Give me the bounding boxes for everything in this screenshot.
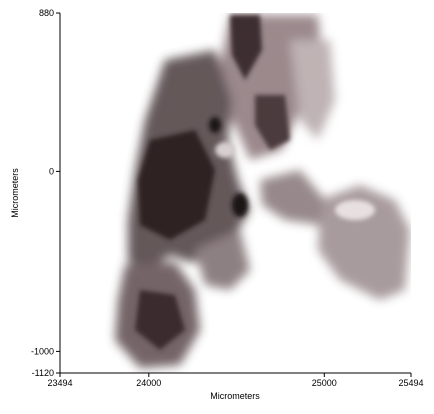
y-tick-label: 0 xyxy=(49,166,54,176)
x-tick-label: 25494 xyxy=(398,378,423,388)
x-tick-label: 25000 xyxy=(312,378,337,388)
x-axis-label: Micrometers xyxy=(210,391,260,401)
chart: Micrometers Micrometers 23494 24000 25000 2… xyxy=(0,0,434,409)
y-tick-label: -1000 xyxy=(31,346,54,356)
y-tick-label: -1120 xyxy=(32,368,54,378)
x-tick-label: 24000 xyxy=(136,378,161,388)
y-tick-label: 880 xyxy=(39,8,54,18)
x-tick-label: 23494 xyxy=(47,378,72,388)
y-axis-label: Micrometers xyxy=(10,168,20,218)
image xyxy=(115,15,410,368)
